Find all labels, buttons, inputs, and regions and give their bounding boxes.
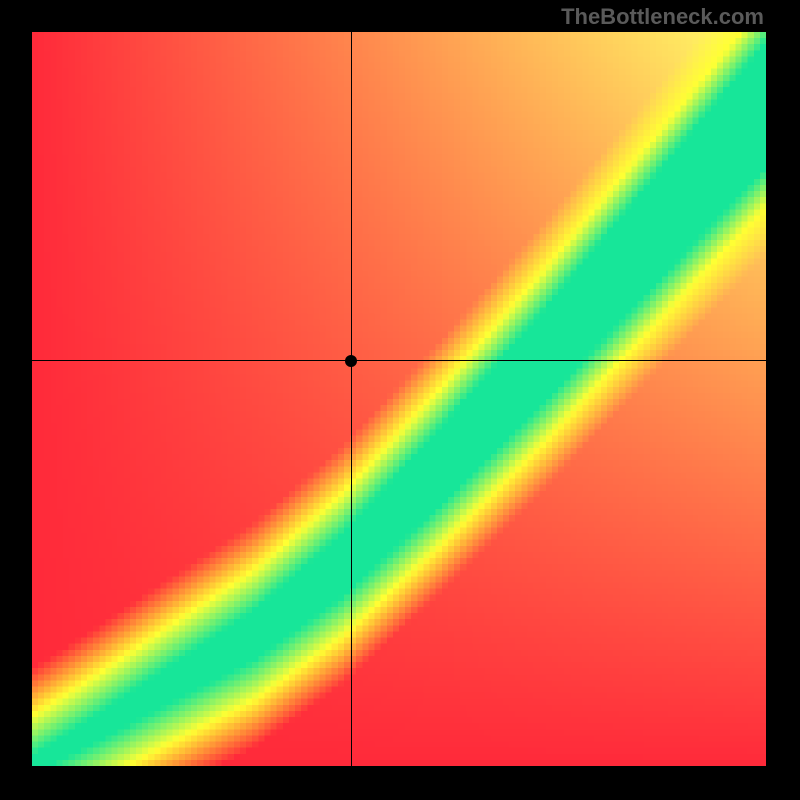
bottleneck-heatmap bbox=[32, 32, 766, 766]
watermark-text: TheBottleneck.com bbox=[561, 4, 764, 30]
crosshair-vertical bbox=[351, 32, 352, 766]
chart-container: TheBottleneck.com bbox=[0, 0, 800, 800]
crosshair-horizontal bbox=[32, 360, 766, 361]
